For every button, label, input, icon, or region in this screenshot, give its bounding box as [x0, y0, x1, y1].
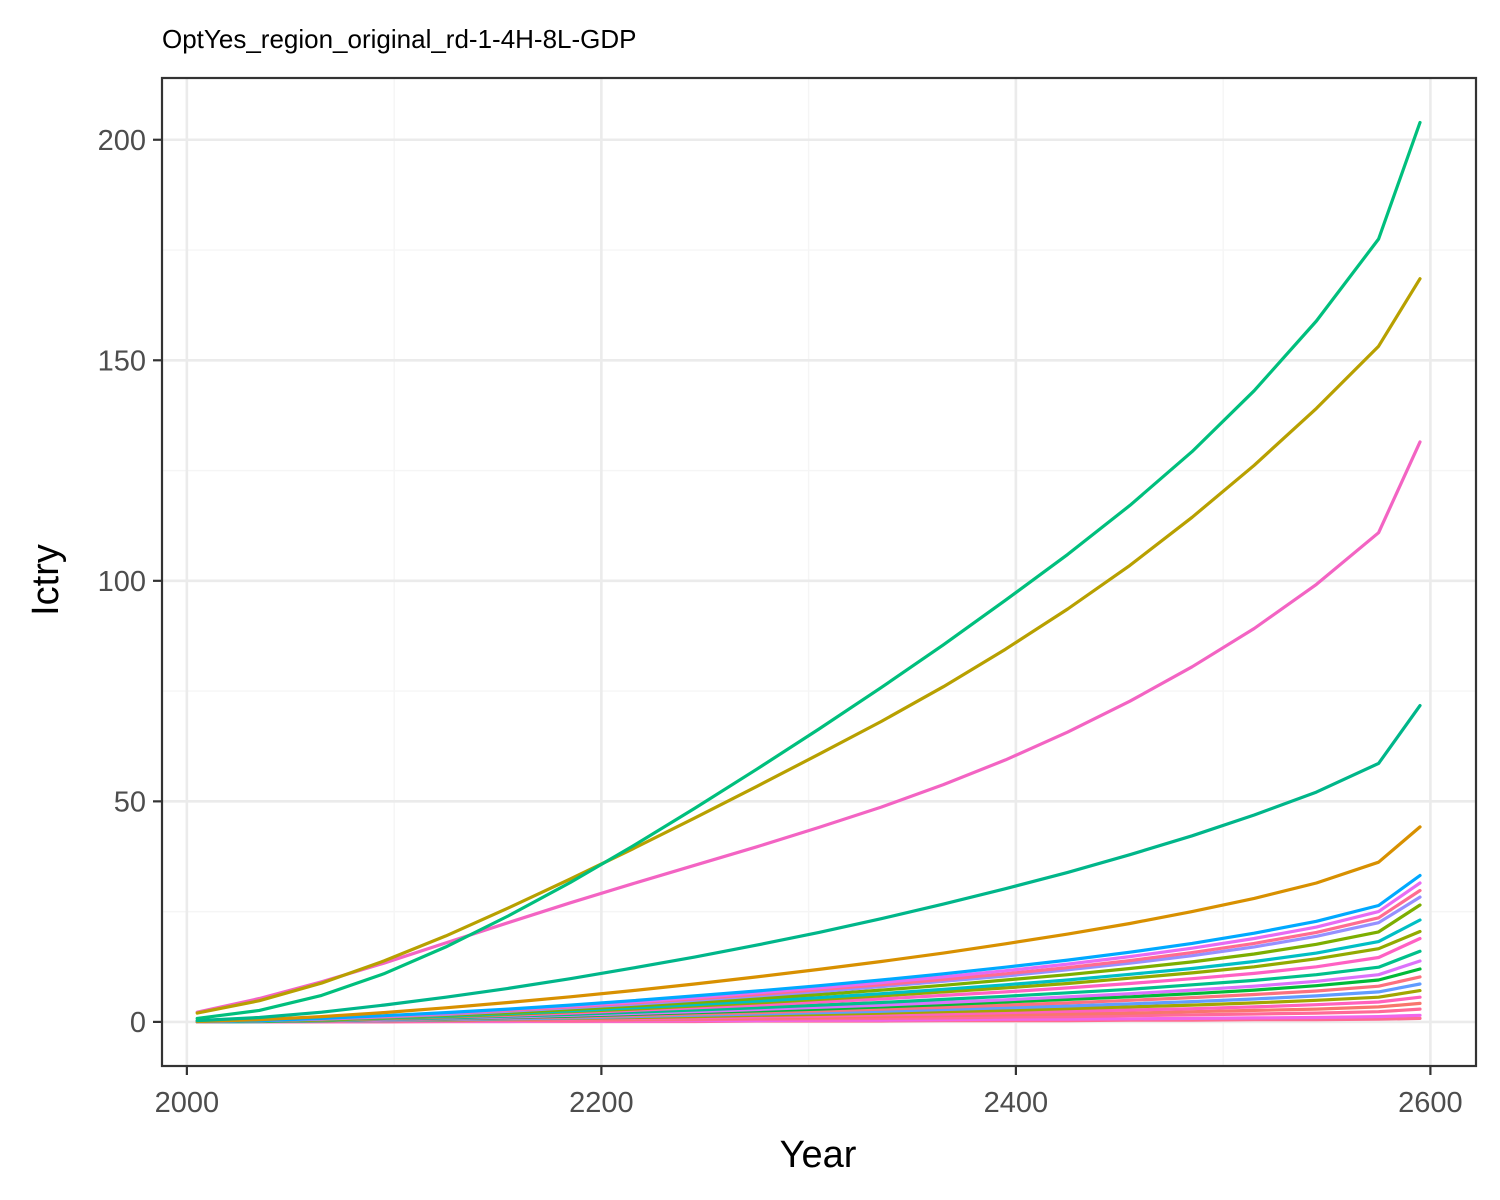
- y-axis-title: Ictry: [25, 544, 67, 616]
- x-tick-label: 2600: [1398, 1087, 1463, 1119]
- y-tick-label: 150: [98, 345, 146, 377]
- series-layer: [195, 120, 1422, 1024]
- tick-layer: 2000 2200 2400 2600 0 50 100 150 200: [98, 125, 1463, 1119]
- x-axis-title: Year: [780, 1134, 857, 1176]
- y-tick-label: 50: [114, 786, 146, 818]
- series-line: [195, 120, 1422, 1021]
- panel-border: [160, 76, 1478, 1068]
- x-tick-label: 2000: [155, 1087, 220, 1119]
- grid-layer: [162, 78, 1476, 1066]
- series-line: [195, 825, 1422, 1024]
- x-tick-label: 2400: [984, 1087, 1049, 1119]
- series-line: [195, 703, 1422, 1023]
- y-tick-label: 200: [98, 125, 146, 157]
- series-line: [195, 873, 1422, 1024]
- y-tick-label: 0: [130, 1007, 146, 1039]
- series-line: [195, 440, 1422, 1014]
- y-tick-label: 100: [98, 566, 146, 598]
- series-line: [195, 277, 1422, 1015]
- x-tick-label: 2200: [569, 1087, 634, 1119]
- chart-title: OptYes_region_original_rd-1-4H-8L-GDP: [162, 24, 637, 54]
